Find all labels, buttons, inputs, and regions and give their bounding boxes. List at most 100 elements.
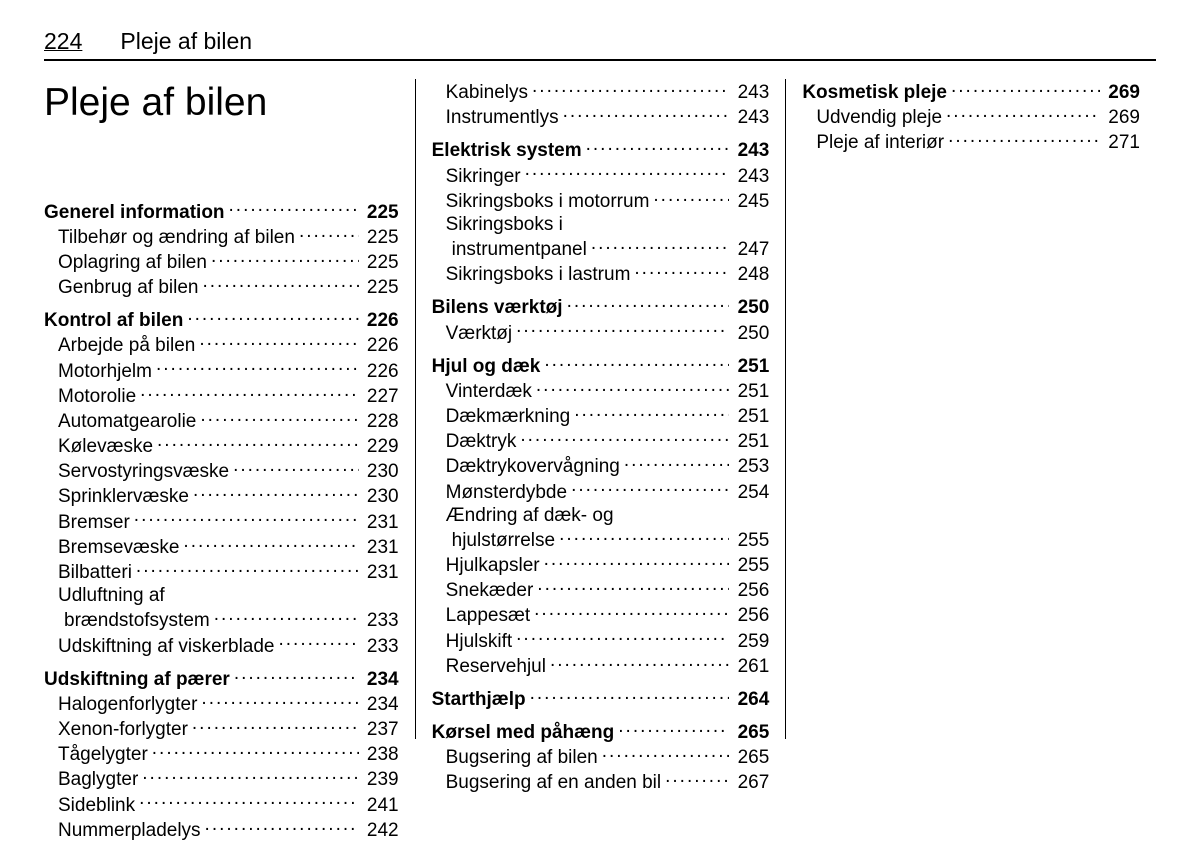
toc-entry: Bremser231 [44, 509, 399, 534]
toc-entry: Dæktryk251 [432, 428, 770, 453]
toc-page: 243 [733, 81, 769, 104]
leader-dots [156, 358, 359, 377]
toc-page: 251 [733, 430, 769, 453]
toc-entry: Sprinklervæske230 [44, 483, 399, 508]
leader-dots [532, 79, 729, 98]
leader-dots [665, 769, 729, 788]
toc-section-heading: Kontrol af bilen 226 [44, 307, 399, 332]
toc-entry: Nummerpladelys242 [44, 817, 399, 842]
toc-label: Kontrol af bilen [44, 309, 183, 332]
toc-page: 269 [1104, 81, 1140, 104]
leader-dots [624, 453, 729, 472]
toc-label: Motorolie [44, 385, 136, 408]
toc-label: Bugsering af en anden bil [432, 771, 662, 794]
toc-entry: Vinterdæk251 [432, 378, 770, 403]
toc-entry: Bremsevæske231 [44, 534, 399, 559]
toc-entry: Servostyringsvæske 230 [44, 458, 399, 483]
toc-label: Snekæder [432, 579, 534, 602]
toc-page: 255 [733, 529, 769, 552]
leader-dots [586, 137, 730, 156]
toc-entry: Arbejde på bilen226 [44, 332, 399, 357]
leader-dots [534, 602, 729, 621]
toc-entry: Sideblink241 [44, 792, 399, 817]
toc-entry: Sikringsboks i lastrum248 [432, 261, 770, 286]
leader-dots [653, 188, 729, 207]
toc-label: Kørsel med påhæng [432, 721, 615, 744]
leader-dots [183, 534, 358, 553]
leader-dots [234, 666, 359, 685]
toc-entry: Baglygter 239 [44, 766, 399, 791]
toc-page: 229 [363, 435, 399, 458]
toc-page: 247 [733, 238, 769, 261]
toc-entry: Motorolie227 [44, 383, 399, 408]
leader-dots [571, 479, 729, 498]
toc-page: 225 [363, 251, 399, 274]
toc-label: Udskiftning af viskerblade [44, 635, 275, 658]
leader-dots [201, 691, 358, 710]
toc-page: 256 [733, 604, 769, 627]
leader-dots [140, 383, 358, 402]
toc-page: 234 [363, 693, 399, 716]
toc-label: Lappesæt [432, 604, 531, 627]
leader-dots [516, 320, 729, 339]
toc-entry: Instrumentlys243 [432, 104, 770, 129]
leader-dots [142, 766, 358, 785]
toc-page: 251 [733, 355, 769, 378]
toc-entry: Kabinelys 243 [432, 79, 770, 104]
toc-label: Sikringsboks i motorrum [432, 190, 650, 213]
toc-page: 253 [733, 455, 769, 478]
toc-page: 250 [733, 322, 769, 345]
toc-entry: Genbrug af bilen225 [44, 274, 399, 299]
leader-dots [520, 428, 729, 447]
toc-page: 226 [363, 360, 399, 383]
leader-dots [530, 686, 730, 705]
leader-dots [544, 552, 730, 571]
leader-dots [602, 744, 730, 763]
leader-dots [152, 741, 359, 760]
leader-dots [199, 332, 358, 351]
toc-label: Oplagring af bilen [44, 251, 207, 274]
toc-label: Hjul og dæk [432, 355, 541, 378]
toc-page: 271 [1104, 131, 1140, 154]
toc-page: 248 [733, 263, 769, 286]
toc-entry: Sikringsboks iinstrumentpanel247 [432, 213, 770, 261]
toc-page: 239 [363, 768, 399, 791]
toc-label: Automatgearolie [44, 410, 196, 433]
toc-label: brændstofsystem [64, 609, 210, 632]
toc-entry: Dæktrykovervågning253 [432, 453, 770, 478]
toc-page: 231 [363, 536, 399, 559]
toc-column-3: Kosmetisk pleje269Udvendig pleje269Pleje… [785, 79, 1156, 739]
toc-page: 230 [363, 460, 399, 483]
toc-section-heading: Generel information225 [44, 199, 399, 224]
toc-label: Baglygter [44, 768, 138, 791]
toc-label: Instrumentlys [432, 106, 559, 129]
leader-dots [279, 633, 359, 652]
toc-label: Bremser [44, 511, 130, 534]
toc-page: 256 [733, 579, 769, 602]
toc-label: Tågelygter [44, 743, 148, 766]
toc-label: Servostyringsvæske [44, 460, 229, 483]
leader-dots [193, 483, 359, 502]
toc-page: 259 [733, 630, 769, 653]
leader-dots [951, 79, 1100, 98]
toc-entry: Bilbatteri231 [44, 559, 399, 584]
leader-dots [559, 527, 729, 546]
toc-entry: Xenon-forlygter237 [44, 716, 399, 741]
toc-page: 237 [363, 718, 399, 741]
toc-label: Bugsering af bilen [432, 746, 598, 769]
page-number: 224 [44, 28, 82, 55]
toc-page: 264 [733, 688, 769, 711]
manual-page: 224 Pleje af bilen Pleje af bilen Genere… [0, 0, 1200, 802]
toc-page: 226 [363, 309, 399, 332]
leader-dots [134, 509, 359, 528]
toc-label: Værktøj [432, 322, 513, 345]
toc-label: Vinterdæk [432, 380, 532, 403]
toc-label: Kabinelys [432, 81, 528, 104]
toc-label: Ændring af dæk- og [432, 504, 770, 527]
toc-label: Halogenforlygter [44, 693, 197, 716]
toc-entry: Halogenforlygter 234 [44, 691, 399, 716]
leader-dots [634, 261, 729, 280]
toc-page: 265 [733, 746, 769, 769]
toc-page: 243 [733, 165, 769, 188]
toc-page: 225 [363, 201, 399, 224]
